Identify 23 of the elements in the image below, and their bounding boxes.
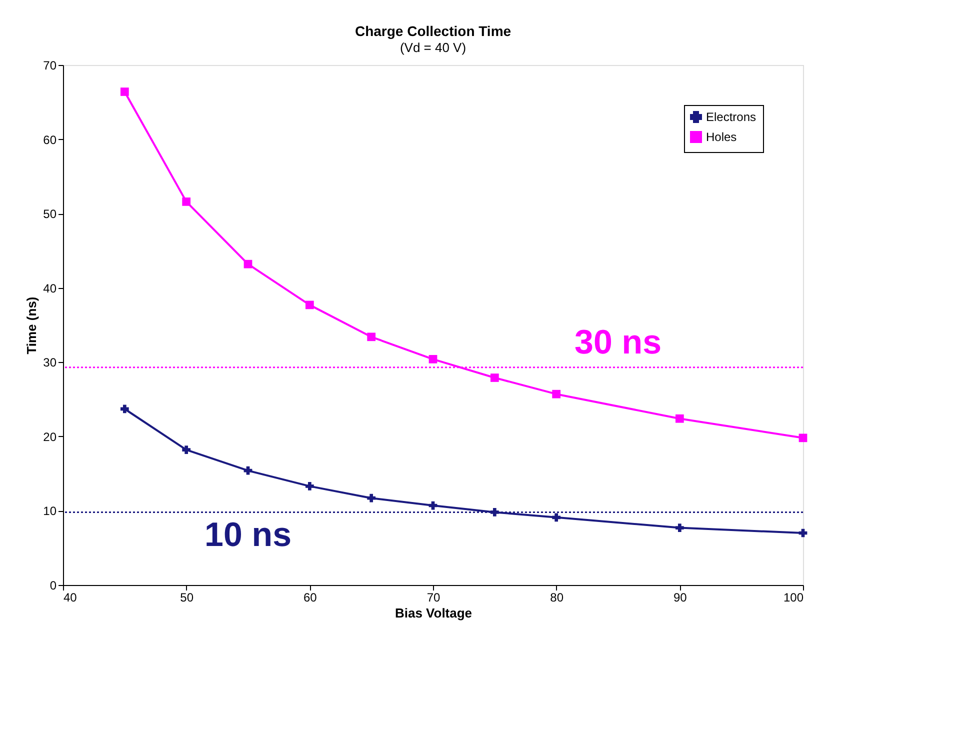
y-tick-label: 40 [43,281,57,296]
x-tick-label: 40 [64,590,78,604]
ref-line-label: 10 ns [204,516,292,554]
y-axis-title: Time (ns) [24,296,40,354]
x-tick-label: 90 [673,590,688,604]
chart-subtitle: (Vd = 40 V) [400,40,466,55]
x-tick-label: 70 [426,590,440,604]
legend-label: Holes [706,130,737,144]
legend-label: Electrons [706,110,756,124]
y-tick-label: 70 [43,58,57,72]
x-tick-label: 100 [783,590,804,604]
x-tick-label: 50 [180,590,194,604]
x-tick-label: 60 [303,590,318,604]
y-tick-label: 0 [50,578,57,592]
x-tick-label: 80 [550,590,564,604]
ref-line-label: 30 ns [574,323,662,362]
y-tick-label: 30 [43,356,57,370]
y-tick-label: 10 [43,504,57,518]
chart-title: Charge Collection Time [354,23,512,39]
x-axis-title: Bias Voltage [394,606,472,620]
y-tick-label: 60 [43,132,57,147]
y-tick-label: 20 [43,430,57,444]
y-tick-label: 50 [43,207,57,222]
